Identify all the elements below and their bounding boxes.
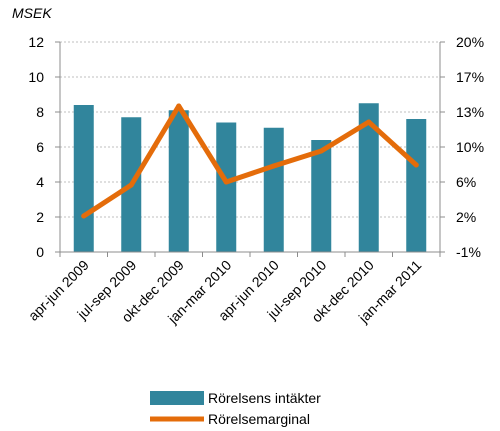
legend-swatch-bar xyxy=(150,391,204,405)
line-point xyxy=(366,119,372,125)
y-tick-label: 12 xyxy=(28,34,44,50)
left-axis-ticks: 0 2 4 6 8 10 12 xyxy=(28,34,44,260)
y2-tick-label: 6% xyxy=(456,174,476,190)
line-point xyxy=(413,162,419,168)
line-series xyxy=(81,103,419,219)
bar xyxy=(406,119,427,252)
y-tick-label: 0 xyxy=(36,244,44,260)
line-point xyxy=(176,103,182,109)
bar xyxy=(216,122,237,252)
bar xyxy=(168,110,189,252)
margin-line xyxy=(81,103,419,219)
gridlines xyxy=(60,41,440,218)
legend: Rörelsens intäkter Rörelsemarginal xyxy=(150,390,321,427)
bar xyxy=(358,103,379,252)
axes xyxy=(55,41,445,257)
line-point xyxy=(128,182,134,188)
bar xyxy=(73,105,94,252)
y2-tick-label: 13% xyxy=(456,104,484,120)
right-axis-ticks: -1% 2% 6% 10% 13% 17% 20% xyxy=(456,34,484,260)
legend-label: Rörelsens intäkter xyxy=(208,390,321,406)
y-tick-label: 4 xyxy=(36,174,44,190)
y2-tick-label: 17% xyxy=(456,69,484,85)
legend-label: Rörelsemarginal xyxy=(208,411,310,427)
y2-tick-label: 20% xyxy=(456,34,484,50)
line-point xyxy=(318,148,324,154)
y2-tick-label: -1% xyxy=(456,244,481,260)
y-tick-label: 6 xyxy=(36,139,44,155)
y2-tick-label: 10% xyxy=(456,139,484,155)
y-tick-label: 8 xyxy=(36,104,44,120)
bar xyxy=(263,127,284,252)
y-tick-label: 2 xyxy=(36,209,44,225)
line-point xyxy=(271,163,277,169)
line-point xyxy=(223,179,229,185)
y-axis-unit-label: MSEK xyxy=(12,5,52,21)
line-point xyxy=(81,213,87,219)
y-tick-label: 10 xyxy=(28,69,44,85)
y2-tick-label: 2% xyxy=(456,209,476,225)
bar xyxy=(311,140,332,252)
